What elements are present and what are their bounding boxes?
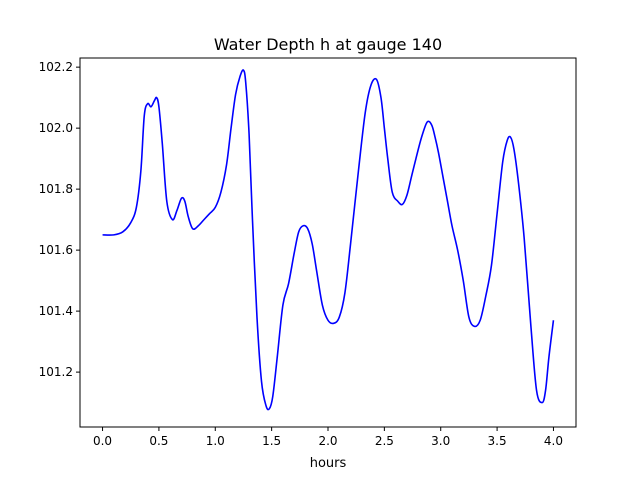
y-tick-label: 101.4 bbox=[39, 304, 73, 318]
chart-title: Water Depth h at gauge 140 bbox=[214, 35, 442, 54]
series-line-0 bbox=[102, 69, 555, 411]
y-tick-label: 101.2 bbox=[39, 365, 73, 379]
x-tick-label: 2.0 bbox=[318, 434, 337, 448]
x-tick-label: 1.5 bbox=[262, 434, 281, 448]
y-tick-label: 101.8 bbox=[39, 182, 73, 196]
x-axis-label: hours bbox=[310, 456, 347, 471]
x-tick-label: 2.5 bbox=[375, 434, 394, 448]
x-tick-label: 3.0 bbox=[431, 434, 450, 448]
y-tick-label: 102.0 bbox=[39, 121, 73, 135]
y-tick-label: 101.6 bbox=[39, 243, 73, 257]
y-axis: 101.2 101.4 101.6 101.8 102.0 102.2 bbox=[39, 60, 80, 379]
x-tick-label: 4.0 bbox=[544, 434, 563, 448]
x-tick-label: 1.0 bbox=[206, 434, 225, 448]
x-axis: 0.0 0.5 1.0 1.5 2.0 2.5 3.0 3.5 4.0 bbox=[93, 427, 563, 448]
y-tick-label: 102.2 bbox=[39, 60, 73, 74]
x-tick-label: 0.0 bbox=[93, 434, 112, 448]
x-tick-label: 0.5 bbox=[149, 434, 168, 448]
x-tick-label: 3.5 bbox=[488, 434, 507, 448]
plot-area-frame bbox=[79, 57, 577, 428]
